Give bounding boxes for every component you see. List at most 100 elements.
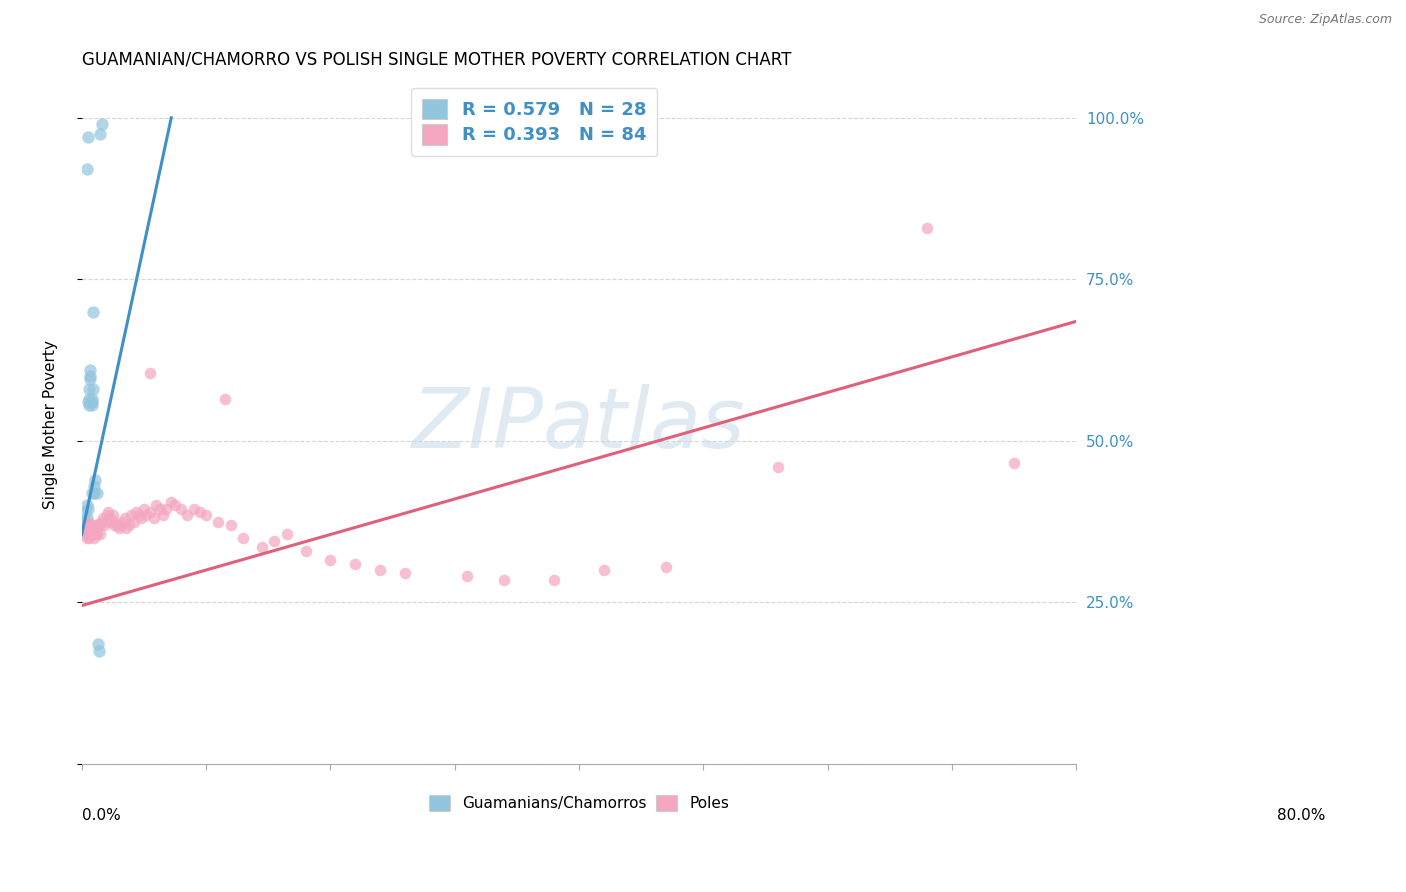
Point xyxy=(79,372,101,386)
Point xyxy=(89,527,111,541)
Point xyxy=(90,117,112,131)
Point xyxy=(84,473,107,487)
Point xyxy=(263,533,285,548)
Point xyxy=(276,527,298,541)
Point xyxy=(87,637,110,651)
Point xyxy=(104,515,127,529)
Point xyxy=(97,505,120,519)
Point xyxy=(75,524,97,539)
Text: ZIPatlas: ZIPatlas xyxy=(412,384,745,465)
Point xyxy=(77,395,100,409)
Point xyxy=(139,366,162,380)
Text: 0.0%: 0.0% xyxy=(82,808,121,823)
Point xyxy=(655,559,678,574)
Point xyxy=(91,511,114,525)
Point xyxy=(82,527,104,541)
Point xyxy=(163,499,186,513)
Point xyxy=(155,501,177,516)
Point xyxy=(494,573,516,587)
Point xyxy=(139,505,162,519)
Point xyxy=(250,541,273,555)
Point xyxy=(766,459,789,474)
Point xyxy=(77,531,100,545)
Point xyxy=(89,519,111,533)
Point xyxy=(76,517,98,532)
Point xyxy=(77,521,100,535)
Point xyxy=(77,527,100,541)
Point xyxy=(170,501,193,516)
Point xyxy=(80,521,103,535)
Point xyxy=(77,382,100,396)
Point xyxy=(86,485,108,500)
Point xyxy=(96,508,118,522)
Text: Source: ZipAtlas.com: Source: ZipAtlas.com xyxy=(1258,13,1392,27)
Point xyxy=(111,515,134,529)
Point xyxy=(80,392,103,406)
Point xyxy=(110,517,132,532)
Point xyxy=(77,524,100,539)
Point xyxy=(98,511,121,525)
Point xyxy=(73,515,96,529)
Point xyxy=(131,511,153,525)
Point xyxy=(344,557,367,571)
Point xyxy=(77,130,100,145)
Point xyxy=(76,162,98,177)
Point xyxy=(114,511,136,525)
Point xyxy=(83,479,105,493)
Point xyxy=(82,382,104,396)
Point xyxy=(83,521,105,535)
Point xyxy=(394,566,416,581)
Point xyxy=(135,508,157,522)
Point xyxy=(93,517,115,532)
Point xyxy=(101,508,124,522)
Point xyxy=(121,508,143,522)
Point xyxy=(79,517,101,532)
Point xyxy=(176,508,198,522)
Point xyxy=(149,501,172,516)
Point xyxy=(73,521,96,535)
Text: 80.0%: 80.0% xyxy=(1277,808,1324,823)
Point xyxy=(79,363,101,377)
Point xyxy=(456,569,478,583)
Point xyxy=(294,543,316,558)
Point xyxy=(79,369,101,384)
Point xyxy=(80,517,103,532)
Point xyxy=(125,505,148,519)
Point xyxy=(82,524,104,539)
Point xyxy=(80,524,103,539)
Point xyxy=(207,515,229,529)
Point xyxy=(84,527,107,541)
Point xyxy=(543,573,565,587)
Point xyxy=(77,501,100,516)
Point xyxy=(90,515,112,529)
Point xyxy=(80,398,103,412)
Point xyxy=(219,517,242,532)
Point xyxy=(89,127,111,141)
Point xyxy=(98,515,121,529)
Point xyxy=(188,505,211,519)
Point xyxy=(128,508,150,522)
Point xyxy=(77,515,100,529)
Point xyxy=(132,501,155,516)
Point xyxy=(75,505,97,519)
Y-axis label: Single Mother Poverty: Single Mother Poverty xyxy=(44,340,58,509)
Point xyxy=(86,517,108,532)
Point xyxy=(82,304,104,318)
Point xyxy=(108,521,131,535)
Point xyxy=(86,527,108,541)
Point xyxy=(593,563,616,577)
Point xyxy=(115,521,138,535)
Point xyxy=(80,395,103,409)
Point xyxy=(76,511,98,525)
Legend: Guamanians/Chamorros, Poles: Guamanians/Chamorros, Poles xyxy=(423,789,735,817)
Point xyxy=(80,485,103,500)
Point xyxy=(75,527,97,541)
Point xyxy=(79,527,101,541)
Point xyxy=(145,499,167,513)
Point xyxy=(118,517,141,532)
Point xyxy=(76,531,98,545)
Point xyxy=(142,511,165,525)
Point xyxy=(915,220,938,235)
Point xyxy=(84,519,107,533)
Point xyxy=(319,553,342,567)
